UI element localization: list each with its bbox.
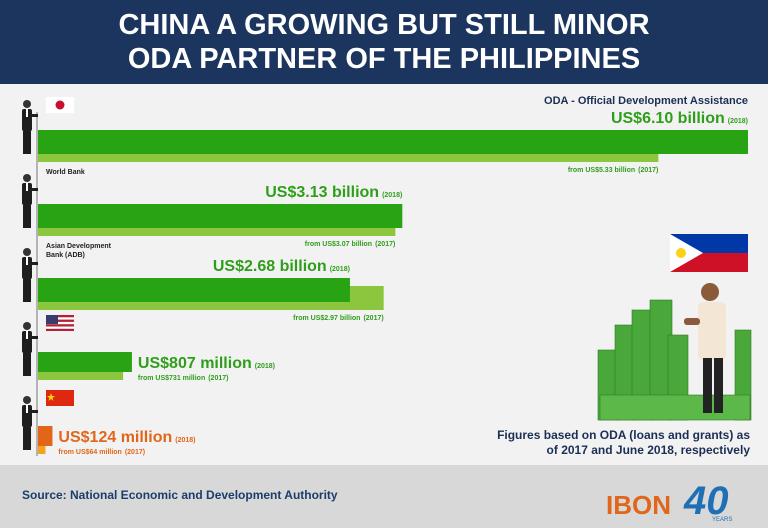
man-body — [22, 405, 32, 427]
man-arm — [31, 114, 38, 117]
man-shirt — [26, 109, 28, 117]
logo-name: IBON — [606, 490, 671, 520]
man-icon — [22, 322, 38, 376]
bar-2018 — [38, 352, 132, 372]
flag-philippines — [670, 234, 748, 272]
man-arm — [31, 262, 38, 265]
bar-2018 — [38, 278, 350, 302]
subtitle: ODA - Official Development Assistance — [544, 95, 748, 107]
man-shirt — [26, 331, 28, 339]
man-shirt — [26, 183, 28, 191]
man-body — [22, 331, 32, 353]
man-illustration — [684, 283, 726, 413]
footer-band — [0, 465, 768, 528]
series-name: (2018) — [175, 437, 195, 444]
man-head — [23, 322, 31, 330]
source: Source: National Economic and Developmen… — [22, 488, 338, 502]
man-body — [22, 183, 32, 205]
man-legs — [23, 353, 31, 376]
series-name: (2017) — [125, 449, 145, 456]
logo-anniversary: 40 — [683, 479, 729, 523]
series-name: (2017) — [363, 315, 383, 322]
bar-2018 — [38, 426, 53, 446]
man-icon — [22, 174, 38, 228]
man-arm — [31, 336, 38, 339]
value-label-2017: from US$64 million (2017) — [58, 449, 145, 456]
value-label-text: US$2.68 billion — [213, 258, 327, 275]
series-name: (2017) — [375, 241, 395, 248]
man-icon — [22, 248, 38, 302]
value-label-text: US$3.13 billion — [265, 184, 379, 201]
man-shirt — [26, 405, 28, 413]
money-illustration — [597, 299, 752, 421]
man-head — [23, 248, 31, 256]
category-label: Asian Development Bank (ADB) — [46, 243, 111, 259]
man-body — [22, 257, 32, 279]
category-label: World Bank — [46, 169, 85, 176]
series-name: (2018) — [255, 363, 275, 370]
man-legs — [23, 131, 31, 154]
man-head — [23, 100, 31, 108]
value-label-2018: US$2.68 billion (2018) — [213, 258, 350, 275]
note: Figures based on ODA (loans and grants) … — [497, 428, 750, 457]
value-label-text: from US$5.33 billion — [568, 167, 635, 174]
value-label-2017: from US$731 million (2017) — [138, 375, 229, 382]
value-label-2018: US$124 million (2018) — [58, 429, 195, 446]
value-label-2018: US$3.13 billion (2018) — [265, 184, 402, 201]
man-icon — [22, 100, 38, 154]
man-legs — [23, 205, 31, 228]
value-label-text: from US$2.97 billion — [293, 315, 360, 322]
logo-anniversary-label: YEARS — [712, 517, 732, 523]
value-label-2017: from US$2.97 billion (2017) — [293, 315, 384, 322]
man-head — [23, 174, 31, 182]
value-label-2018: US$807 million (2018) — [138, 355, 275, 372]
chart-title: CHINA A GROWING BUT STILL MINOR ODA PART… — [118, 9, 650, 75]
value-label-text: from US$3.07 billion — [305, 241, 372, 248]
man-legs — [23, 279, 31, 302]
header-band — [0, 0, 768, 84]
flag-china — [46, 390, 74, 406]
flag-usa — [46, 315, 74, 331]
series-name: (2017) — [638, 167, 658, 174]
value-label-2017: from US$5.33 billion (2017) — [568, 167, 659, 174]
man-legs — [23, 427, 31, 450]
man-shirt — [26, 257, 28, 265]
man-head — [23, 396, 31, 404]
series-name: (2017) — [208, 375, 228, 382]
man-body — [22, 109, 32, 131]
value-label-2017: from US$3.07 billion (2017) — [305, 241, 396, 248]
man-arm — [31, 188, 38, 191]
man-arm — [31, 410, 38, 413]
man-icon — [22, 396, 38, 450]
value-label-text: from US$64 million — [58, 449, 121, 456]
series-name: (2018) — [728, 118, 748, 125]
series-name: (2018) — [382, 192, 402, 199]
value-label-text: US$807 million — [138, 355, 252, 372]
value-label-2018: US$6.10 billion (2018) — [611, 110, 748, 127]
flag-japan — [46, 97, 74, 113]
value-label-text: US$124 million — [58, 429, 172, 446]
bar-2018 — [38, 204, 403, 228]
value-label-text: US$6.10 billion — [611, 110, 725, 127]
series-name: (2018) — [330, 266, 350, 273]
value-label-text: from US$731 million — [138, 375, 205, 382]
bar-2018 — [38, 130, 748, 154]
